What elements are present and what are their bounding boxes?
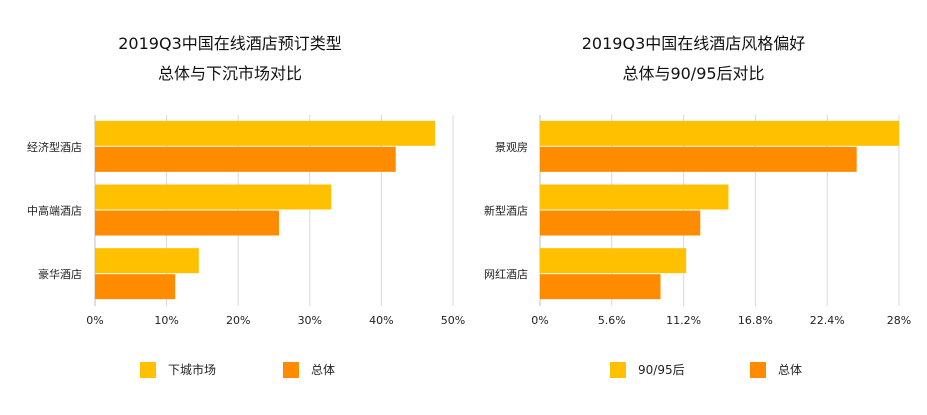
x-tick-label: 10%: [154, 314, 178, 327]
legend-item-series-b: 总体: [750, 362, 802, 378]
category-label: 景观房: [495, 141, 528, 154]
chart-title-line-2: 总体与90/95后对比: [622, 64, 765, 83]
legend-swatch-series-a: [140, 362, 156, 378]
bar-series-a: [540, 184, 729, 210]
chart-panel-hotel-type: 2019Q3中国在线酒店预订类型 总体与下沉市场对比 0% 10% 20% 30% 40…: [0, 0, 465, 415]
chart-title-line-1: 2019Q3中国在线酒店预订类型: [118, 34, 342, 53]
x-tick-label: 0%: [531, 314, 548, 327]
legend-label-series-b: 总体: [778, 363, 803, 377]
x-tick-label: 40%: [369, 314, 393, 327]
category-label: 豪华酒店: [38, 267, 82, 281]
x-tick-label: 50%: [441, 314, 465, 327]
category-label: 中高端酒店: [27, 204, 82, 218]
x-tick-label: 30%: [298, 314, 322, 327]
chart-title: 2019Q3中国在线酒店预订类型 总体与下沉市场对比: [0, 29, 460, 89]
category-label: 经济型酒店: [27, 140, 82, 154]
legend-item-series-b: 总体: [283, 362, 335, 378]
bar-series-b: [95, 274, 176, 300]
bar-series-b: [95, 146, 396, 172]
legend-swatch-series-a: [610, 362, 626, 378]
bar-series-a: [540, 120, 899, 146]
legend-label-series-a: 90/95后: [638, 363, 685, 377]
bar-series-b: [540, 210, 701, 236]
chart-title-line-2: 总体与下沉市场对比: [157, 64, 302, 83]
bar-series-b: [95, 210, 280, 236]
x-tick-label: 28%: [887, 314, 911, 327]
category-label: 新型酒店: [484, 204, 528, 218]
legend-item-series-a: 90/95后: [610, 362, 685, 378]
legend-label-series-b: 总体: [311, 363, 336, 377]
legend-label-series-a: 下城市场: [168, 363, 217, 377]
x-tick-label: 5.6%: [598, 314, 626, 327]
x-tick-label: 11.2%: [666, 314, 701, 327]
x-tick-label: 0%: [86, 314, 103, 327]
x-tick-label: 16.8%: [738, 314, 773, 327]
bar-series-a: [95, 248, 199, 274]
x-tick-label: 20%: [226, 314, 250, 327]
chart-title: 2019Q3中国在线酒店风格偏好 总体与90/95后对比: [460, 29, 927, 89]
chart-title-line-1: 2019Q3中国在线酒店风格偏好: [581, 34, 806, 53]
category-label: 网红酒店: [484, 267, 528, 281]
legend-item-series-a: 下城市场: [140, 362, 216, 378]
x-tick-label: 22.4%: [810, 314, 845, 327]
bar-series-a: [95, 184, 332, 210]
bar-series-a: [95, 120, 436, 146]
legend-swatch-series-b: [750, 362, 766, 378]
bar-series-a: [540, 248, 687, 274]
bar-series-b: [540, 146, 857, 172]
chart-panel-hotel-style: 2019Q3中国在线酒店风格偏好 总体与90/95后对比 0% 5.6% 11.2%…: [460, 0, 927, 415]
legend-swatch-series-b: [283, 362, 299, 378]
bar-series-b: [540, 274, 661, 300]
